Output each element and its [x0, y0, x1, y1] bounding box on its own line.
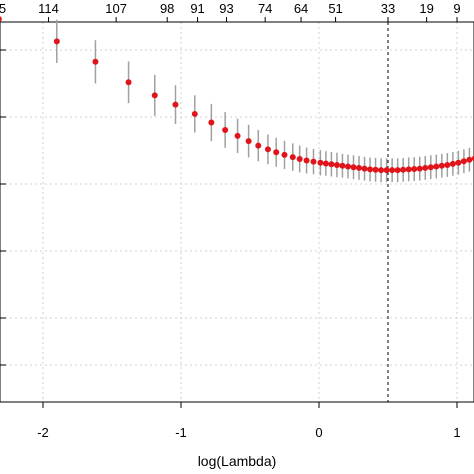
mean-point-16: [296, 155, 303, 162]
mean-point-15: [289, 154, 296, 161]
mean-point-11: [255, 142, 262, 149]
x-axis-title: log(Lambda): [198, 453, 277, 469]
mean-point-39: [427, 164, 434, 171]
mean-point-32: [389, 167, 396, 174]
mean-point-26: [356, 164, 363, 171]
x-tick-label-0: -2: [37, 425, 49, 440]
top-count-label-8: 51: [328, 1, 342, 16]
mean-point-30: [378, 167, 385, 174]
mean-point-10: [245, 138, 252, 145]
mean-point-3: [125, 79, 132, 86]
top-count-label-1: 114: [38, 1, 59, 16]
mean-point-46: [466, 156, 473, 163]
mean-point-24: [344, 163, 351, 170]
top-count-label-11: 9: [453, 1, 460, 16]
mean-point-21: [328, 161, 335, 168]
mean-point-20: [322, 160, 329, 167]
mean-point-35: [405, 166, 412, 173]
x-tick-label-3: 1: [453, 425, 460, 440]
mean-point-1: [53, 38, 60, 45]
mean-point-9: [234, 132, 241, 139]
mean-point-17: [303, 157, 310, 164]
x-axis-ticks: -2 -1 0 1: [37, 402, 461, 440]
mean-point-8: [222, 126, 229, 133]
mean-point-34: [400, 166, 407, 173]
mean-point-23: [339, 162, 346, 169]
mean-point-28: [367, 166, 374, 173]
mean-point-7: [208, 119, 215, 126]
mean-point-4: [151, 92, 158, 99]
mean-point-41: [438, 162, 445, 169]
top-count-label-10: 19: [419, 1, 433, 16]
top-count-label-2: 107: [105, 1, 127, 16]
top-axis-labels: 25 114 107 98 91 93 74 64 51 33 19 9: [0, 1, 461, 22]
mean-point-47: [471, 155, 474, 162]
mean-point-25: [350, 164, 357, 171]
top-count-label-9: 33: [381, 1, 395, 16]
mean-point-38: [422, 164, 429, 171]
top-count-label-5: 93: [219, 1, 233, 16]
mean-point-19: [317, 159, 324, 166]
top-count-label-0: 25: [0, 1, 6, 16]
mean-point-37: [416, 165, 423, 172]
mean-point-31: [383, 167, 390, 174]
mean-point-12: [264, 146, 271, 153]
mean-point-14: [281, 151, 288, 158]
gridlines: [0, 22, 474, 402]
mean-point-13: [273, 149, 280, 156]
mean-point-42: [444, 161, 451, 168]
mean-point-18: [310, 158, 317, 165]
x-tick-label-2: 0: [315, 425, 322, 440]
error-bars: [56, 19, 471, 183]
top-count-label-6: 74: [258, 1, 272, 16]
top-count-label-7: 64: [294, 1, 308, 16]
mean-point-43: [449, 160, 456, 167]
top-count-label-3: 98: [160, 1, 174, 16]
mean-point-6: [191, 110, 198, 117]
mean-point-29: [372, 166, 379, 173]
mean-point-40: [433, 163, 440, 170]
mean-point-45: [460, 158, 467, 165]
mean-point-0: [0, 16, 2, 22]
top-count-label-4: 91: [190, 1, 204, 16]
mean-point-44: [455, 159, 462, 166]
mean-point-22: [333, 161, 340, 168]
mean-point-27: [361, 165, 368, 172]
mean-point-36: [411, 166, 418, 173]
x-tick-label-1: -1: [175, 425, 187, 440]
plot-frame: [0, 21, 474, 403]
mean-point-5: [172, 101, 179, 108]
mean-point-2: [92, 58, 99, 65]
mean-point-33: [394, 167, 401, 174]
mean-points: [0, 16, 474, 174]
